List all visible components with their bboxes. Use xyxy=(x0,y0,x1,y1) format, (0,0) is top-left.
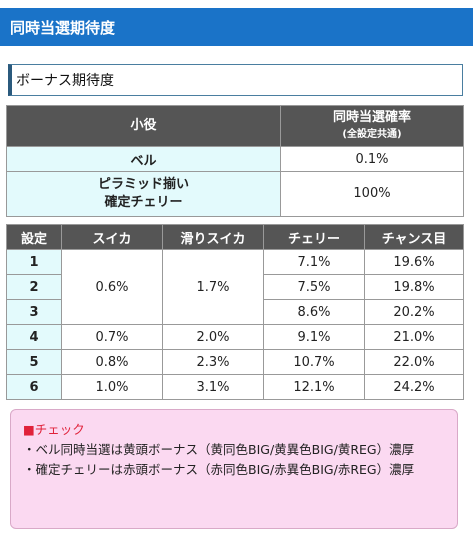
column-header-chance: チャンス目 xyxy=(364,224,464,250)
chance-cell: 21.0% xyxy=(364,324,464,350)
setting-cell: 4 xyxy=(6,324,62,350)
section-subtitle: ボーナス期待度 xyxy=(8,64,463,96)
table-row: ピラミッド揃い 確定チェリー 100% xyxy=(6,171,464,217)
cherry-cell: 8.6% xyxy=(263,299,365,325)
role-label-line2: 確定チェリー xyxy=(104,195,183,210)
table-row: 4 0.7% 2.0% 9.1% 21.0% xyxy=(6,324,464,350)
setting-cell: 1 xyxy=(6,249,62,275)
table-row: ベル 0.1% xyxy=(6,146,464,172)
probability-header-note: (全設定共通) xyxy=(342,128,402,140)
setting-cell: 2 xyxy=(6,274,62,300)
check-title: ■チェック xyxy=(23,422,85,437)
chance-cell: 20.2% xyxy=(364,299,464,325)
cherry-cell: 10.7% xyxy=(263,349,365,375)
setting-cell: 3 xyxy=(6,299,62,325)
probability-value: 0.1% xyxy=(280,146,464,172)
suika-cell: 0.6% xyxy=(61,249,163,325)
column-header-role: 小役 xyxy=(6,105,281,147)
column-header-probability: 同時当選確率 (全設定共通) xyxy=(280,105,464,147)
column-header-slip-suika: 滑りスイカ xyxy=(162,224,264,250)
check-note-box: ■チェック ・ベル同時当選は黄頭ボーナス（黄同色BIG/黄異色BIG/黄REG）… xyxy=(10,409,458,529)
role-label: ベル xyxy=(6,146,281,172)
probability-value: 100% xyxy=(280,171,464,217)
chance-cell: 19.6% xyxy=(364,249,464,275)
cherry-cell: 7.1% xyxy=(263,249,365,275)
slip-suika-cell: 1.7% xyxy=(162,249,264,325)
suika-cell: 0.8% xyxy=(61,349,163,375)
column-header-suika: スイカ xyxy=(61,224,163,250)
page-title: 同時当選期待度 xyxy=(0,8,473,46)
slip-suika-cell: 3.1% xyxy=(162,374,264,400)
setting-cell: 6 xyxy=(6,374,62,400)
column-header-setting: 設定 xyxy=(6,224,62,250)
role-label-line1: ピラミッド揃い xyxy=(97,177,189,192)
role-label: ピラミッド揃い 確定チェリー xyxy=(6,171,281,217)
cherry-cell: 7.5% xyxy=(263,274,365,300)
cherry-cell: 9.1% xyxy=(263,324,365,350)
suika-cell: 0.7% xyxy=(61,324,163,350)
setting-cell: 5 xyxy=(6,349,62,375)
chance-cell: 22.0% xyxy=(364,349,464,375)
table-row: 3 8.6% 20.2% xyxy=(6,299,464,325)
slip-suika-cell: 2.0% xyxy=(162,324,264,350)
slip-suika-cell: 2.3% xyxy=(162,349,264,375)
table-header-row: 小役 同時当選確率 (全設定共通) xyxy=(6,105,464,147)
check-line: ・ベル同時当選は黄頭ボーナス（黄同色BIG/黄異色BIG/黄REG）濃厚 xyxy=(23,442,415,457)
chance-cell: 19.8% xyxy=(364,274,464,300)
column-header-cherry: チェリー xyxy=(263,224,365,250)
table-row: 2 7.5% 19.8% xyxy=(6,274,464,300)
chance-cell: 24.2% xyxy=(364,374,464,400)
probability-header-label: 同時当選確率 xyxy=(332,109,411,125)
table-header-row: 設定 スイカ 滑りスイカ チェリー チャンス目 xyxy=(6,224,464,250)
cherry-cell: 12.1% xyxy=(263,374,365,400)
table-row: 5 0.8% 2.3% 10.7% 22.0% xyxy=(6,349,464,375)
check-line: ・確定チェリーは赤頭ボーナス（赤同色BIG/赤異色BIG/赤REG）濃厚 xyxy=(23,462,415,477)
suika-cell: 1.0% xyxy=(61,374,163,400)
table-row: 1 0.6% 1.7% 7.1% 19.6% xyxy=(6,249,464,325)
bonus-probability-table: 小役 同時当選確率 (全設定共通) ベル 0.1% ピラミッド揃い 確定チェリー… xyxy=(6,105,464,217)
table-row: 6 1.0% 3.1% 12.1% 24.2% xyxy=(6,374,464,400)
setting-probability-table: 設定 スイカ 滑りスイカ チェリー チャンス目 1 0.6% 1.7% 7.1%… xyxy=(6,224,464,400)
